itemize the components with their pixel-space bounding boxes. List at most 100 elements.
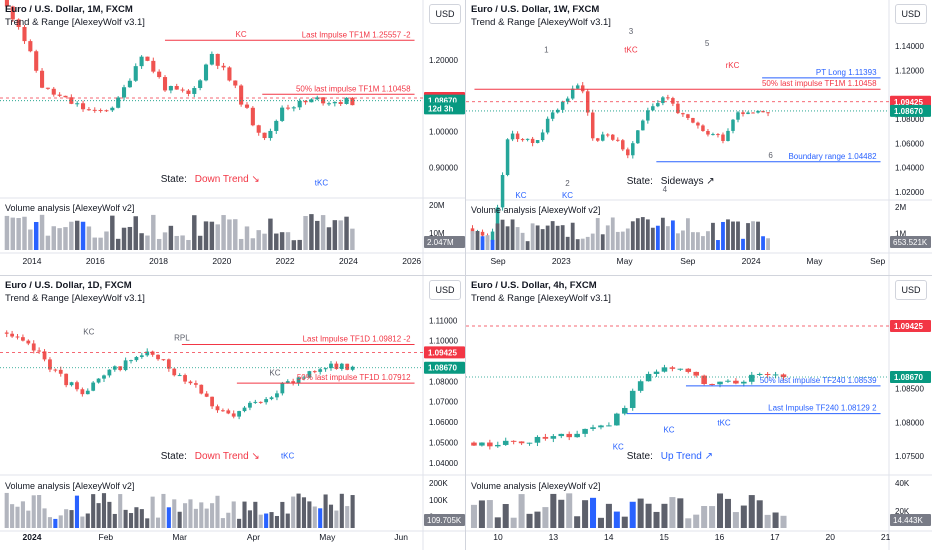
volume-indicator-name[interactable]: Volume analysis [AlexeyWolf v2] — [471, 205, 601, 215]
candle — [641, 119, 645, 131]
volume-bar — [10, 217, 16, 250]
svg-text:2.047M: 2.047M — [427, 238, 454, 247]
price-tick-label: 1.12000 — [895, 67, 924, 76]
candle — [34, 49, 39, 73]
volume-bar — [237, 518, 242, 528]
candle — [637, 379, 644, 393]
price-tick-label: 1.07000 — [429, 398, 458, 407]
time-tick-label: 2026 — [402, 256, 421, 266]
state-value: Down Trend ↘ — [195, 451, 260, 462]
candle — [291, 378, 296, 386]
candle — [606, 422, 612, 427]
volume-bar — [693, 514, 700, 528]
level-label: Boundary range 1.04482 — [788, 152, 877, 161]
volume-bar — [344, 216, 349, 250]
candle — [227, 66, 232, 82]
volume-tick-label: 10M — [429, 229, 445, 238]
candle — [631, 141, 635, 159]
volume-bar — [677, 498, 684, 528]
volume-bar — [96, 503, 101, 528]
volume-bar — [301, 497, 307, 528]
indicator-name[interactable]: Trend & Range [AlexeyWolf v3.1] — [471, 293, 611, 304]
volume-bar — [635, 218, 640, 250]
volume-bar — [495, 223, 500, 250]
candle — [656, 100, 660, 108]
time-tick-label: Mar — [172, 532, 187, 542]
candle — [326, 101, 332, 106]
time-tick-label: 2024 — [23, 532, 42, 542]
candle — [590, 109, 595, 141]
candle — [606, 133, 610, 138]
indicator-name[interactable]: Trend & Range [AlexeyWolf v3.1] — [5, 293, 145, 304]
candle — [751, 112, 755, 114]
candle — [121, 84, 127, 101]
candle — [558, 433, 565, 439]
candle — [733, 378, 739, 385]
volume-bar — [31, 495, 36, 528]
wave-marker: tKC — [315, 178, 329, 187]
candle — [31, 340, 36, 354]
wave-marker: tKC — [281, 452, 295, 461]
volume-bar — [686, 218, 690, 250]
currency-button[interactable]: USD — [895, 4, 927, 24]
volume-indicator-name[interactable]: Volume analysis [AlexeyWolf v2] — [5, 481, 135, 491]
volume-bar — [756, 500, 763, 528]
volume-bar — [4, 492, 9, 528]
volume-bar — [741, 238, 745, 250]
volume-bar — [74, 220, 80, 250]
indicator-name[interactable]: Trend & Range [AlexeyWolf v3.1] — [471, 17, 611, 28]
candle — [129, 359, 133, 364]
price-tag: 12d 3h — [424, 102, 465, 115]
candle — [691, 117, 695, 124]
time-tick-label: May — [319, 532, 336, 542]
candle — [4, 330, 9, 338]
candle — [209, 51, 214, 66]
volume-bar — [150, 496, 155, 528]
volume-bar — [155, 517, 161, 528]
candle — [231, 410, 236, 419]
volume-bar — [731, 221, 735, 250]
price-tick-label: 1.06000 — [895, 139, 924, 148]
volume-bar — [215, 224, 220, 250]
price-tag: 1.09425 — [890, 95, 931, 108]
candle — [45, 87, 50, 90]
indicator-name[interactable]: Trend & Range [AlexeyWolf v3.1] — [5, 17, 145, 28]
svg-text:1.09425: 1.09425 — [428, 348, 457, 357]
candle — [58, 366, 63, 377]
volume-bar — [590, 233, 595, 250]
volume-bar — [64, 509, 69, 528]
volume-bar — [110, 215, 115, 250]
candle — [334, 361, 339, 370]
volume-bar — [645, 503, 652, 528]
candle — [645, 371, 652, 382]
time-tick-label: 20 — [826, 532, 836, 542]
volume-bar — [244, 226, 250, 250]
chart-panel-4h[interactable]: 1.08500 1.08000 1.07500 50% last impulse TF… — [466, 276, 932, 550]
candle — [495, 441, 501, 448]
time-tick-label: 2024 — [339, 256, 358, 266]
candle — [626, 147, 630, 159]
volume-tag: 653.521K — [890, 236, 931, 248]
currency-button[interactable]: USD — [429, 280, 461, 300]
candle — [204, 391, 209, 398]
volume-bar — [637, 498, 644, 528]
candle — [4, 0, 9, 8]
volume-bar — [721, 221, 725, 250]
chart-panel-daily[interactable]: 1.11000 1.10000 1.08000 1.07000 1.06000 1.050… — [0, 276, 465, 550]
chart-svg: 1.11000 1.10000 1.08000 1.07000 1.06000 1.050… — [0, 276, 465, 550]
candle — [291, 106, 296, 112]
candle — [570, 85, 575, 100]
currency-button[interactable]: USD — [895, 280, 927, 300]
candle — [480, 229, 485, 238]
volume-bar — [57, 228, 62, 250]
currency-button[interactable]: USD — [429, 4, 461, 24]
chart-panel-weekly[interactable]: 1.14000 1.12000 1.08000 1.06000 1.04000 1.020… — [466, 0, 932, 275]
volume-indicator-name[interactable]: Volume analysis [AlexeyWolf v2] — [471, 481, 601, 491]
volume-bar — [525, 241, 530, 250]
candle — [91, 381, 96, 392]
volume-indicator-name[interactable]: Volume analysis [AlexeyWolf v2] — [5, 203, 135, 213]
volume-bar — [238, 238, 244, 250]
candle — [510, 440, 517, 445]
volume-bar — [264, 513, 269, 528]
